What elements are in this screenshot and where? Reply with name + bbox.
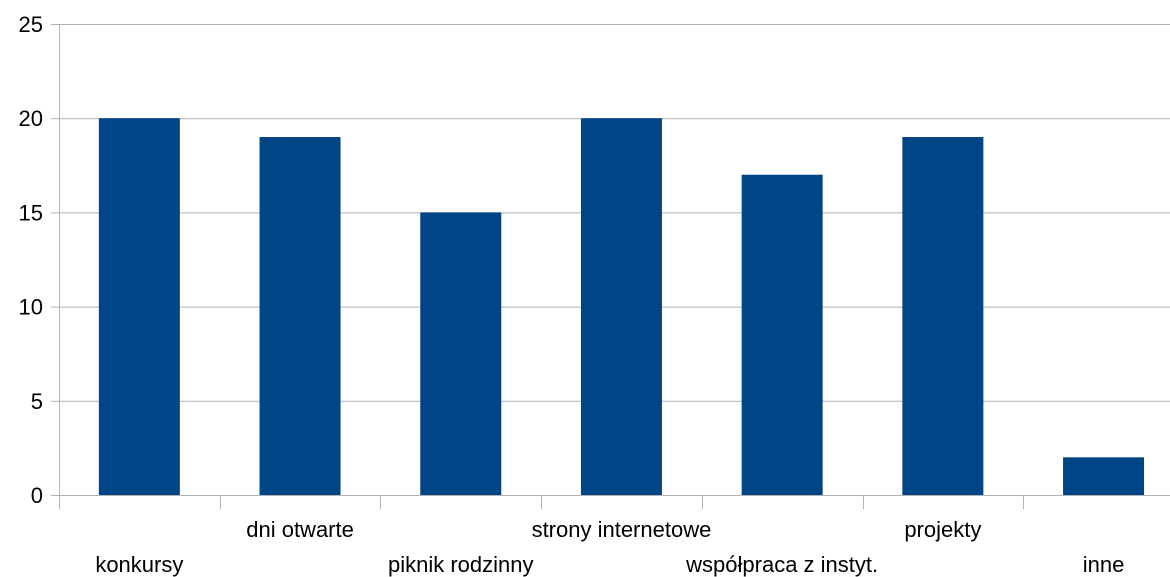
x-category-label: piknik rodzinny	[388, 552, 534, 577]
x-category-label: projekty	[904, 517, 981, 542]
bar-piknik-rodzinny	[420, 212, 502, 495]
x-category-label: strony internetowe	[532, 517, 712, 542]
bar-wsp-praca-z-instyt-	[741, 174, 823, 495]
axes	[51, 24, 1024, 509]
y-tick-label: 25	[19, 12, 43, 37]
x-category-label: konkursy	[95, 552, 183, 577]
y-tick-labels: 0 5 10 15 20 25	[19, 12, 43, 508]
y-tick-label: 10	[19, 295, 43, 320]
bar-projekty	[902, 137, 984, 496]
y-tick-label: 5	[31, 389, 43, 414]
x-category-label: inne	[1083, 552, 1125, 577]
bar-inne	[1063, 457, 1145, 495]
x-category-label: dni otwarte	[246, 517, 354, 542]
y-tick-label: 20	[19, 106, 43, 131]
y-tick-label: 0	[31, 483, 43, 508]
x-category-labels: konkursy dni otwarte piknik rodzinny strony…	[95, 517, 1124, 577]
bars	[98, 118, 1145, 496]
bar-konkursy	[98, 118, 180, 495]
x-category-label: współpraca z instyt.	[685, 552, 878, 577]
bar-dni-otwarte	[259, 137, 341, 496]
bar-strony-internetowe	[580, 118, 662, 495]
y-tick-label: 15	[19, 200, 43, 225]
